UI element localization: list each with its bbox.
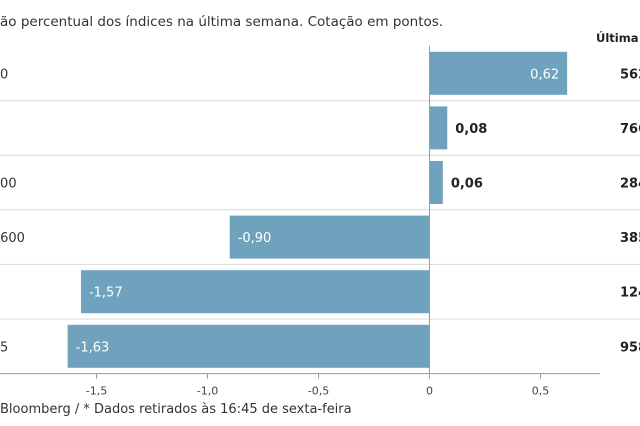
data-label: -0,90 [238,231,272,246]
x-tick-label: 0,5 [532,385,550,398]
last-quote-value: 1241 [620,286,640,301]
last-quote-value: 958 [620,340,640,355]
bar [429,106,448,150]
data-label: -1,63 [76,340,110,355]
data-label: 0,06 [451,177,483,192]
row-label: 600 [0,231,25,246]
last-quote-value: 7665 [620,122,640,137]
data-label: 0,08 [455,122,487,137]
bar [80,270,430,314]
bar [67,324,430,368]
source-note: Bloomberg / * Dados retirados às 16:45 d… [0,402,352,417]
x-tick-label: -0,5 [308,385,329,398]
chart-subtitle: ão percentual dos índices na última sema… [0,14,444,30]
row-label: 5 [0,340,8,355]
x-tick-label: 0 [426,385,433,398]
row-label: 00 [0,177,17,192]
data-label: -1,57 [89,286,123,301]
last-quote-column-header: Última c [596,31,640,45]
x-tick-label: -1,5 [86,385,107,398]
last-quote-value: 385 [620,231,640,246]
x-tick-label: -1,0 [197,385,218,398]
bar [429,51,568,95]
bar [229,215,430,259]
data-label: 0,62 [530,67,559,82]
bar [429,161,443,204]
row-label: 0 [0,67,8,82]
last-quote-value: 562 [620,67,640,82]
last-quote-value: 2842 [620,177,640,192]
